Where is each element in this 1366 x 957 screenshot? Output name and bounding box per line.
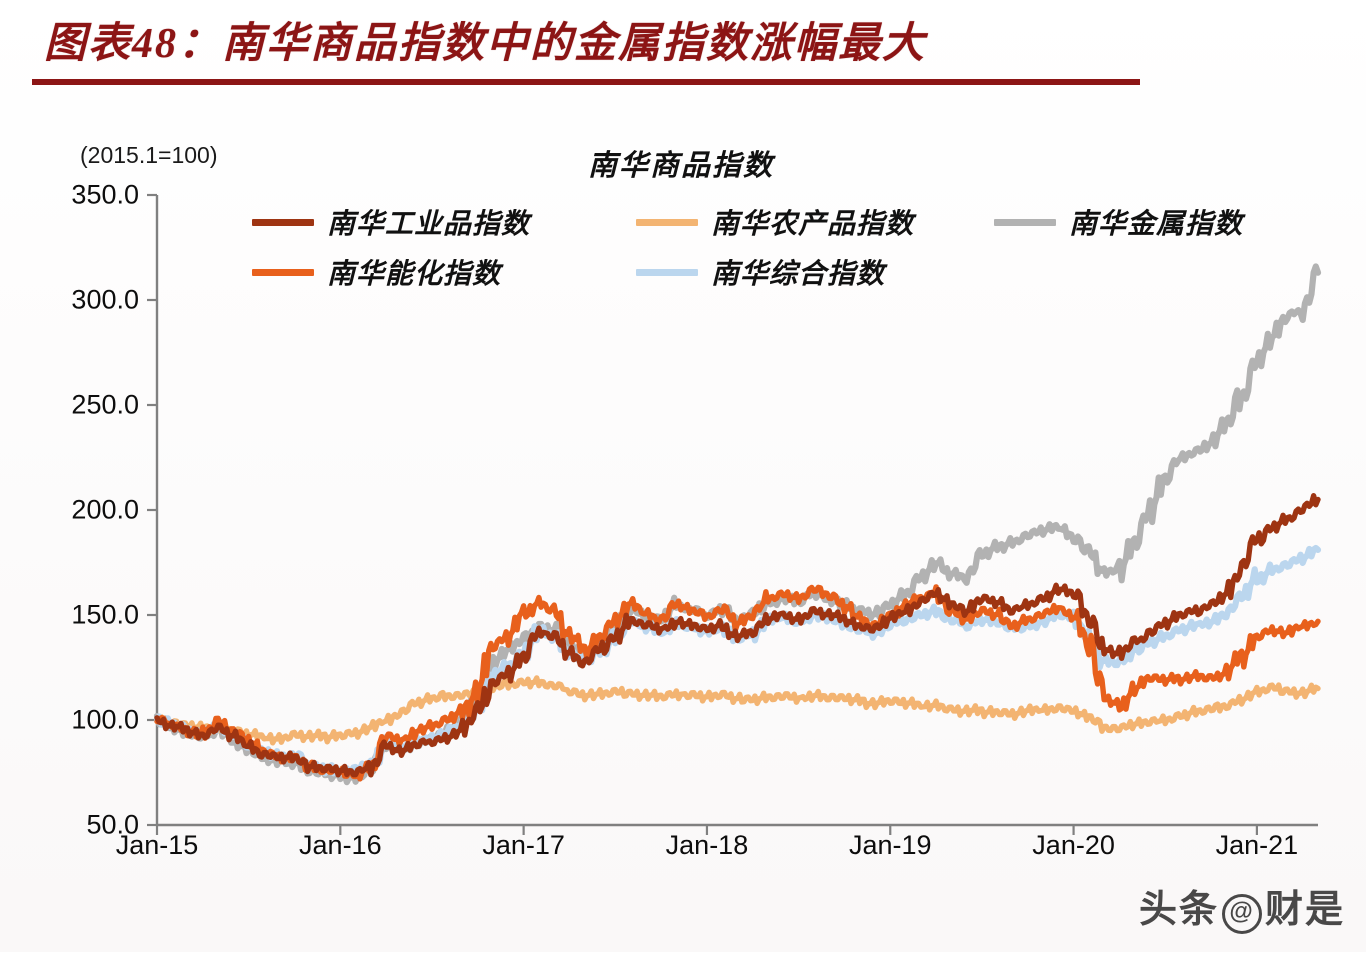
y-tick-label: 300.0 xyxy=(71,284,139,315)
y-tick-label: 350.0 xyxy=(71,179,139,210)
figure-header: 图表48：南华商品指数中的金属指数涨幅最大 xyxy=(0,0,1366,92)
legend-swatch-metal xyxy=(994,218,1056,226)
x-tick-label: Jan-19 xyxy=(848,830,932,860)
x-tick-label: Jan-16 xyxy=(299,830,382,860)
x-tick-label: Jan-21 xyxy=(1215,830,1299,860)
series-line xyxy=(153,263,1322,786)
y-tick-label: 150.0 xyxy=(71,599,139,630)
legend-swatch-composite xyxy=(636,268,698,276)
legend-item-agriculture[interactable]: 南华农产品指数 xyxy=(636,202,914,242)
x-tick-label: Jan-15 xyxy=(115,830,199,860)
series-line xyxy=(154,493,1321,778)
legend-swatch-industrial xyxy=(252,218,314,226)
chart-legend: 南华工业品指数 南华能化指数 南华农产品指数 南华综合指数 南华金属指数 xyxy=(252,202,1262,290)
x-tick-label: Jan-17 xyxy=(482,830,565,860)
chart-container: (2015.1=100) 南华商品指数 南华工业品指数 南华能化指数 南华农产品… xyxy=(0,92,1366,952)
legend-item-energy[interactable]: 南华能化指数 xyxy=(252,252,501,292)
legend-label-energy: 南华能化指数 xyxy=(327,259,502,290)
x-tick-label: Jan-18 xyxy=(665,830,749,860)
legend-swatch-agriculture xyxy=(636,218,698,226)
plot-area: 50.0 100.0 150.0 200.0 250.0 300.0 350.0 Jan-1… xyxy=(0,92,1366,952)
x-tick-label: Jan-20 xyxy=(1032,830,1115,860)
watermark-prefix: 头条 xyxy=(1139,889,1220,931)
title-divider xyxy=(32,79,1140,85)
series-line xyxy=(154,675,1321,746)
chart-svg xyxy=(147,193,1322,835)
legend-item-composite[interactable]: 南华综合指数 xyxy=(636,252,885,292)
y-axis-note: (2015.1=100) xyxy=(80,142,218,168)
legend-label-composite: 南华综合指数 xyxy=(711,259,886,290)
y-tick-label: 250.0 xyxy=(71,389,139,420)
legend-label-metal: 南华金属指数 xyxy=(1069,209,1244,240)
chart-title: 南华商品指数 xyxy=(588,150,775,182)
legend-swatch-energy xyxy=(252,268,314,276)
page-title: 图表48：南华商品指数中的金属指数涨幅最大 xyxy=(44,21,927,67)
legend-label-industrial: 南华工业品指数 xyxy=(327,209,531,240)
y-tick-label: 50.0 xyxy=(86,809,139,840)
watermark: 头条 @ 财是 xyxy=(1139,878,1345,934)
at-icon: @ xyxy=(1222,894,1263,934)
y-tick-label: 100.0 xyxy=(71,704,139,735)
legend-label-agriculture: 南华农产品指数 xyxy=(711,209,915,240)
legend-item-metal[interactable]: 南华金属指数 xyxy=(994,202,1243,242)
y-tick-label: 200.0 xyxy=(71,494,139,525)
legend-item-industrial[interactable]: 南华工业品指数 xyxy=(252,202,530,242)
watermark-suffix: 财是 xyxy=(1265,889,1346,931)
